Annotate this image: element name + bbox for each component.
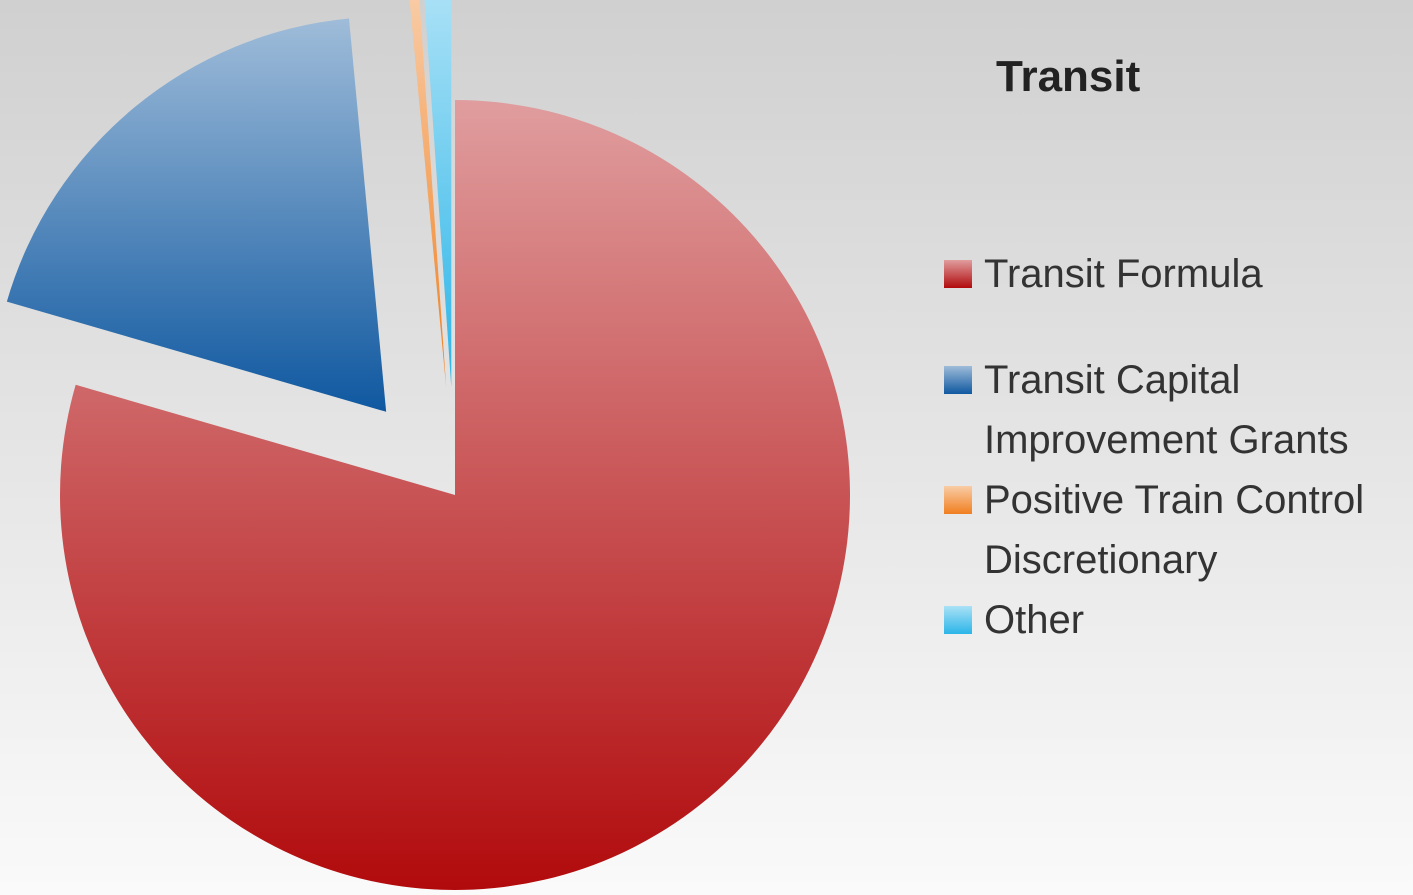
legend-label: Other — [984, 598, 1085, 642]
legend-label: Transit Formula — [984, 252, 1263, 296]
pie-slice — [6, 18, 387, 412]
chart-title: Transit — [996, 52, 1141, 101]
legend-swatch — [944, 486, 972, 514]
legend-label: Transit Capital Improvement Grants — [984, 358, 1349, 462]
legend-item: Transit Capital Improvement Grants — [944, 350, 1409, 470]
legend-item: Transit Formula — [944, 244, 1409, 304]
legend-label: Positive Train Control Discretionary — [984, 478, 1365, 582]
legend-swatch — [944, 260, 972, 288]
legend-item: Positive Train Control Discretionary — [944, 470, 1409, 590]
pie-slice — [424, 0, 452, 388]
legend-swatch — [944, 366, 972, 394]
legend: Transit Formula Transit Capital Improveme… — [944, 244, 1409, 650]
legend-item: Other — [944, 590, 1409, 650]
legend-swatch — [944, 606, 972, 634]
pie-slice — [59, 100, 850, 890]
